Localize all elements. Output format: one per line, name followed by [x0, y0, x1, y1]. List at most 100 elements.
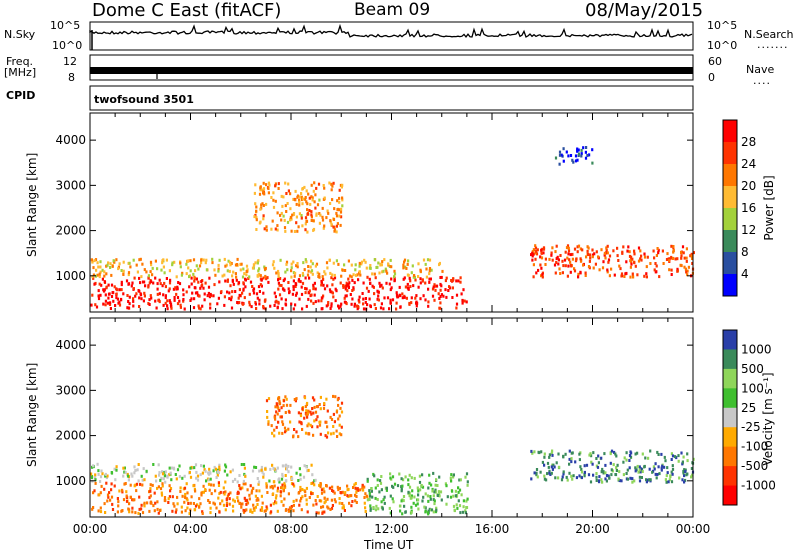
velocity-cell	[330, 432, 333, 436]
velocity-cell	[287, 427, 290, 431]
power-cell	[312, 287, 315, 291]
velocity-cell	[273, 415, 276, 419]
x-tick-label: 12:00	[374, 522, 409, 536]
power-cell	[561, 259, 564, 263]
velocity-cell	[428, 507, 431, 511]
power-cell	[281, 204, 284, 208]
velocity-cell	[200, 493, 203, 497]
power-cell	[132, 299, 135, 303]
power-cell	[97, 297, 101, 301]
velocity-cell	[226, 494, 229, 498]
velocity-cell	[363, 496, 366, 499]
power-cell	[646, 255, 649, 259]
velocity-cell	[319, 395, 322, 399]
power-cell	[139, 281, 142, 285]
velocity-cell	[186, 498, 189, 502]
power-cell	[259, 283, 262, 287]
x-tick-label: 00:00	[676, 522, 711, 536]
power-cell	[414, 278, 417, 282]
power-cell	[554, 250, 557, 254]
power-cell	[414, 296, 417, 300]
power-cell	[588, 153, 591, 157]
power-cell	[145, 270, 148, 274]
velocity-cell	[265, 399, 269, 403]
power-cell	[169, 302, 173, 306]
velocity-cell	[288, 506, 292, 510]
velocity-cell	[408, 491, 411, 495]
velocity-cell	[326, 409, 329, 413]
power-cell	[238, 288, 241, 292]
power-cell	[197, 304, 200, 308]
velocity-cell	[99, 506, 102, 510]
velocity-cell	[648, 467, 651, 471]
power-cell	[162, 265, 165, 269]
power-cell	[313, 181, 316, 185]
velocity-cell	[141, 483, 144, 487]
power-cell	[302, 197, 305, 201]
power-cell	[534, 251, 537, 255]
velocity-colorbar-tick: -500	[741, 459, 768, 473]
velocity-cell	[202, 490, 205, 494]
velocity-cell	[683, 474, 686, 478]
power-cell	[223, 273, 226, 277]
velocity-cell	[380, 488, 383, 492]
power-cell	[576, 245, 579, 249]
power-cell	[241, 291, 244, 295]
velocity-cell	[354, 486, 357, 490]
power-cell	[373, 272, 376, 276]
velocity-cell	[426, 511, 430, 515]
velocity-cell	[311, 396, 315, 400]
power-cell	[625, 260, 628, 264]
velocity-cell	[128, 502, 131, 506]
velocity-cell	[254, 466, 258, 469]
velocity-cell	[310, 492, 313, 496]
velocity-cell	[543, 455, 546, 459]
velocity-cell	[109, 498, 112, 502]
velocity-cell	[304, 431, 308, 435]
velocity-cell	[283, 497, 286, 501]
velocity-cell	[437, 490, 440, 494]
power-cell	[324, 272, 327, 276]
velocity-cell	[281, 431, 284, 435]
power-cell	[442, 294, 445, 298]
velocity-cell	[319, 482, 322, 485]
velocity-cell	[260, 494, 263, 498]
power-cell	[331, 283, 334, 287]
velocity-cell	[223, 469, 226, 473]
velocity-cell	[370, 487, 373, 491]
power-cell	[320, 279, 323, 283]
velocity-cell	[137, 511, 140, 515]
power-cell	[415, 294, 418, 298]
power-cell	[366, 275, 369, 279]
power-cell	[255, 292, 259, 296]
power-cell	[316, 203, 320, 207]
velocity-cell	[344, 491, 347, 495]
velocity-cell	[278, 396, 281, 400]
velocity-cell	[614, 473, 617, 476]
velocity-cell	[531, 451, 534, 455]
velocity-cell	[258, 469, 261, 473]
velocity-cell	[104, 472, 107, 476]
velocity-cell	[302, 475, 306, 479]
velocity-cell	[168, 484, 171, 488]
power-cell	[437, 292, 440, 296]
velocity-cell	[640, 476, 643, 479]
velocity-cell	[161, 484, 164, 488]
velocity-cell	[111, 502, 114, 506]
power-cell	[140, 297, 143, 301]
velocity-cell	[571, 477, 574, 481]
power-cell	[304, 222, 307, 226]
velocity-cell	[402, 499, 405, 503]
velocity-cell	[238, 501, 241, 505]
power-cell	[532, 248, 535, 252]
velocity-cell	[271, 431, 274, 435]
power-cell	[406, 262, 409, 266]
velocity-cell	[389, 494, 392, 498]
power-cell	[636, 273, 639, 277]
power-cell	[101, 277, 104, 281]
power-cell	[335, 230, 338, 234]
power-cell	[267, 181, 270, 185]
power-cell	[97, 289, 100, 293]
velocity-cell	[336, 485, 339, 489]
power-cell	[262, 187, 266, 191]
